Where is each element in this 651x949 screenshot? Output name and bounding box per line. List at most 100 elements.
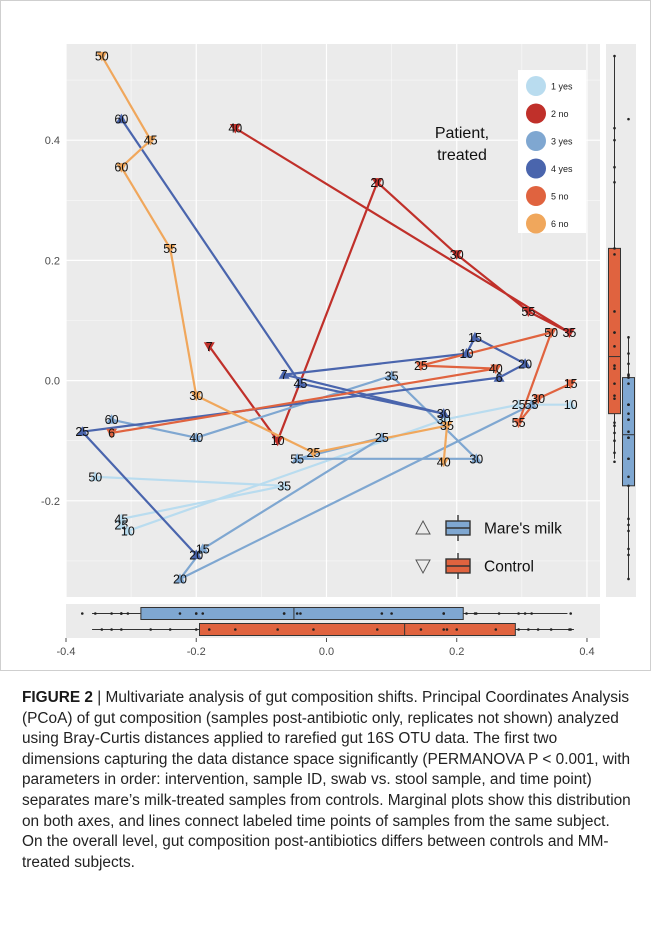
marginal-x-dot	[442, 628, 446, 631]
legend-swatch	[526, 131, 546, 151]
data-point	[203, 342, 215, 352]
marginal-y-dot	[613, 54, 616, 58]
marginal-y-dot	[613, 138, 616, 142]
marginal-x-dot	[442, 612, 446, 615]
data-point	[115, 113, 127, 124]
marginal-x-dot	[282, 612, 286, 615]
point-label: 10	[460, 347, 474, 361]
marginal-x-dot	[312, 628, 315, 631]
data-point	[115, 519, 127, 529]
point-label: 60	[114, 113, 128, 127]
marginal-y-dot	[627, 577, 630, 581]
point-label: 7	[281, 368, 288, 382]
data-point	[190, 391, 202, 402]
figure-label: FIGURE 2	[22, 689, 93, 706]
y-tick-label: 0.0	[45, 376, 60, 388]
data-point	[438, 457, 450, 468]
point-label: 20	[173, 572, 187, 586]
data-point	[565, 399, 577, 409]
point-label: 25	[114, 518, 128, 532]
marginal-y-dot	[613, 451, 616, 455]
marginal-x-boxplot: -0.4 -0.2 0.0 0.2 0.4	[57, 604, 600, 658]
data-point	[115, 163, 127, 173]
data-point	[451, 250, 463, 260]
marginal-y-dot	[613, 180, 616, 184]
point-label: 50	[95, 50, 109, 64]
marginal-x-dot	[517, 628, 520, 631]
point-label: 30	[450, 248, 464, 262]
data-point	[522, 307, 534, 317]
point-label: 55	[512, 416, 526, 430]
marginal-y-dot	[613, 165, 616, 169]
data-point	[190, 432, 202, 442]
point-label: 40	[228, 122, 242, 136]
point-label: 25	[75, 425, 89, 439]
data-point	[565, 379, 577, 390]
marginal-x-dot	[375, 628, 379, 631]
marginal-y-dot	[627, 117, 630, 121]
point-label: 35	[562, 326, 576, 340]
data-point	[545, 328, 557, 339]
point-label: 10	[564, 398, 578, 412]
marginal-y-dot	[627, 412, 630, 415]
marginal-x-dot	[527, 628, 530, 631]
marginal-y-dot	[627, 523, 630, 527]
point-label: 30	[531, 392, 545, 406]
legend-patient-label: 6 no	[551, 219, 569, 229]
data-point	[76, 426, 88, 436]
point-label: 30	[189, 389, 203, 403]
marginal-y-dot	[613, 431, 616, 435]
caption-separator: |	[92, 689, 106, 706]
marginal-y-dot	[627, 547, 630, 551]
point-label: 40	[489, 362, 503, 376]
marginal-x-dot	[299, 612, 302, 615]
marginal-x-dot	[530, 612, 533, 615]
legend-patients-title: Patient,	[435, 125, 489, 142]
data-point	[106, 428, 118, 439]
point-label: 60	[114, 161, 128, 175]
marginal-y-dot	[627, 553, 630, 557]
marginal-y-dot	[627, 382, 630, 385]
marginal-x-dot	[455, 628, 459, 631]
data-point	[376, 432, 388, 442]
data-point	[229, 124, 241, 134]
marginal-x-dot	[149, 628, 152, 631]
point-label: 25	[512, 398, 526, 412]
marginal-y-dot	[613, 126, 616, 130]
legend-shape-down	[415, 559, 431, 575]
legend-patient-label: 4 yes	[551, 164, 573, 174]
marginal-y-dot	[627, 430, 630, 434]
legend-patient-label: 3 yes	[551, 137, 573, 147]
marginal-x-dot	[569, 628, 572, 631]
point-label: 35	[385, 369, 399, 383]
point-label: 40	[437, 455, 451, 469]
marginal-x-dot	[100, 628, 104, 631]
point-label: 30	[437, 407, 451, 421]
data-point	[294, 378, 306, 388]
marginal-y-dot	[627, 436, 630, 440]
marginal-x-dot	[207, 628, 211, 631]
legend-patient-label: 1 yes	[551, 82, 573, 92]
marginal-y-dot	[627, 457, 630, 461]
marginal-x-dot	[549, 628, 553, 631]
data-point	[278, 369, 290, 379]
x-tick-label: 0.0	[319, 646, 334, 658]
marginal-x-dot	[295, 612, 299, 615]
point-label: 55	[290, 452, 304, 466]
marginal-y-dot	[613, 364, 616, 367]
data-point	[513, 399, 525, 409]
legend-patients-background	[518, 70, 586, 233]
caption-text: Multivariate analysis of gut composition…	[22, 689, 631, 871]
marginal-y-dot	[613, 247, 616, 250]
legend-patient-label: 2 no	[551, 109, 569, 119]
marginal-y-dot	[613, 310, 616, 313]
legend-group-label: Control	[484, 559, 534, 576]
marginal-x-dot	[201, 612, 205, 615]
data-point	[386, 370, 398, 380]
data-point	[89, 471, 101, 481]
legend-groups: Mare's milk Control	[415, 515, 562, 579]
x-tick-label: -0.4	[57, 646, 76, 658]
